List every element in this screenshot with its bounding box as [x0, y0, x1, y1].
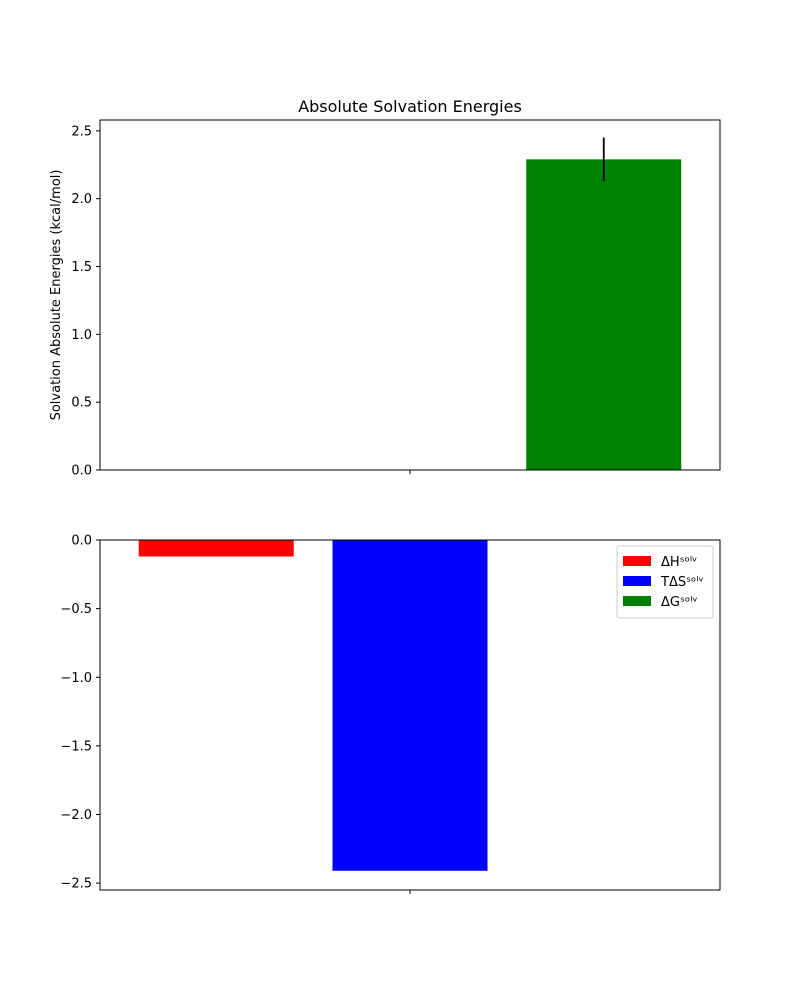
top-plot-frame: [99, 119, 721, 471]
bottom-panel: 0.0 −0.5 −1.0 −1.5 −2.0 −2.5 ΔHˢᵒˡᵛ TΔSˢᵒˡᵛ ΔGˢ…: [60, 534, 721, 894]
legend-label-1: TΔSˢᵒˡᵛ: [660, 575, 704, 590]
bottom-ytick-label: −1.5: [60, 739, 92, 754]
top-ytick-label: 0.0: [71, 464, 92, 479]
legend-swatch-2: [623, 596, 651, 606]
top-ytick-label: 2.0: [71, 192, 92, 207]
y-axis-label: Solvation Absolute Energies (kcal/mol): [49, 170, 64, 421]
top-ytick-label: 2.5: [71, 124, 92, 139]
legend-swatch-1: [623, 576, 651, 586]
chart-title: Absolute Solvation Energies: [298, 97, 522, 116]
top-bars-group: [526, 137, 682, 471]
bottom-ytick-label: −0.5: [60, 602, 92, 617]
bottom-ytick-label: −1.0: [60, 671, 92, 686]
top-y-ticks-group: 0.0 0.5 1.0 1.5 2.0 2.5: [71, 124, 411, 479]
top-bar-0: [526, 159, 682, 471]
bottom-plot-frame: [99, 539, 721, 891]
bottom-bar-0: [138, 540, 294, 557]
bottom-bars-group: [138, 540, 488, 871]
legend-label-2: ΔGˢᵒˡᵛ: [661, 595, 698, 610]
legend: ΔHˢᵒˡᵛ TΔSˢᵒˡᵛ ΔGˢᵒˡᵛ: [616, 545, 714, 619]
bottom-ytick-label: −2.5: [60, 877, 92, 892]
legend-swatch-0: [623, 556, 651, 566]
legend-label-0: ΔHˢᵒˡᵛ: [661, 555, 697, 570]
bottom-y-ticks-group: 0.0 −0.5 −1.0 −1.5 −2.0 −2.5: [60, 534, 411, 894]
top-ytick-label: 1.0: [71, 328, 92, 343]
top-ytick-label: 0.5: [71, 396, 92, 411]
bottom-ytick-label: −2.0: [60, 808, 92, 823]
bottom-ytick-label: 0.0: [71, 534, 92, 549]
bottom-bar-1: [332, 540, 488, 871]
top-panel: Absolute Solvation Energies Solvation Ab…: [49, 97, 721, 479]
top-ytick-label: 1.5: [71, 260, 92, 275]
